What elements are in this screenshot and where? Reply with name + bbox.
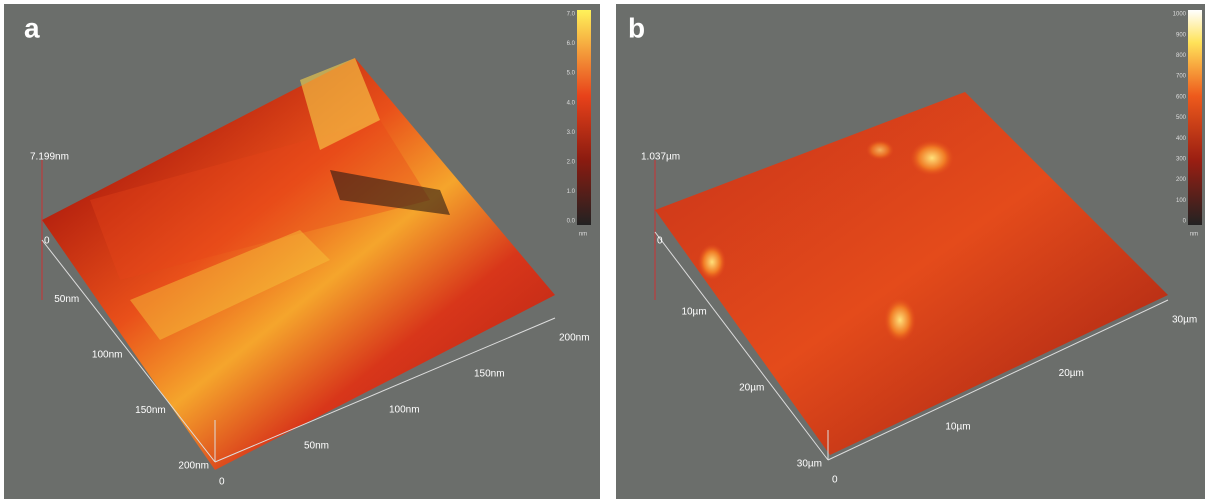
z-origin-label: 0 <box>657 236 663 247</box>
x-tick-label: 20µm <box>1059 368 1084 379</box>
colorbar-tick-label: 500 <box>1176 115 1187 121</box>
colorbar-tick-label: 800 <box>1176 53 1187 59</box>
colorbar-tick-label: 3.0 <box>567 130 576 136</box>
x-tick-label: 100nm <box>389 405 420 416</box>
colorbar-a <box>577 10 591 225</box>
colorbar-unit: nm <box>1190 232 1198 238</box>
colorbar-tick-label: 1.0 <box>567 189 576 195</box>
x-tick-label: 0 <box>219 477 225 488</box>
colorbar-tick-label: 300 <box>1176 156 1187 162</box>
figure: a7.199nm050nm100nm150nm200nm050nm100nm15… <box>0 0 1209 503</box>
colorbar-tick-label: 7.0 <box>567 12 576 18</box>
colorbar-tick-label: 1000 <box>1173 12 1187 18</box>
y-tick-label: 10µm <box>681 307 706 318</box>
colorbar-tick-label: 700 <box>1176 74 1187 80</box>
colorbar-tick-label: 900 <box>1176 32 1187 38</box>
z-origin-label: 0 <box>44 236 50 247</box>
y-tick-label: 100nm <box>92 350 123 361</box>
colorbar-tick-label: 2.0 <box>567 159 576 165</box>
colorbar-unit: nm <box>579 232 587 238</box>
x-tick-label: 50nm <box>304 441 329 452</box>
colorbar-b <box>1188 10 1202 225</box>
colorbar-tick-label: 600 <box>1176 94 1187 100</box>
panel-label: a <box>24 12 40 43</box>
colorbar-tick-label: 4.0 <box>567 100 576 106</box>
y-tick-label: 150nm <box>135 405 166 416</box>
colorbar-tick-label: 0.0 <box>567 219 576 225</box>
x-tick-label: 150nm <box>474 369 505 380</box>
x-tick-label: 200nm <box>559 333 590 344</box>
y-tick-label: 200nm <box>178 461 209 472</box>
surface-b-peak <box>866 140 894 160</box>
z-max-label: 1.037µm <box>641 152 680 163</box>
panel-label: b <box>628 12 645 43</box>
surface-b-peak <box>910 140 954 176</box>
x-tick-label: 10µm <box>945 421 970 432</box>
colorbar-tick-label: 6.0 <box>567 41 576 47</box>
x-tick-label: 0 <box>832 475 838 486</box>
colorbar-tick-label: 100 <box>1176 198 1187 204</box>
y-tick-label: 20µm <box>739 383 764 394</box>
x-tick-label: 30µm <box>1172 315 1197 326</box>
surface-b-peak <box>884 298 916 342</box>
y-tick-label: 30µm <box>797 459 822 470</box>
colorbar-tick-label: 5.0 <box>567 71 576 77</box>
y-tick-label: 50nm <box>54 294 79 305</box>
z-max-label: 7.199nm <box>30 152 69 163</box>
colorbar-tick-label: 400 <box>1176 136 1187 142</box>
colorbar-tick-label: 200 <box>1176 177 1187 183</box>
surface-b-peak <box>698 244 726 280</box>
